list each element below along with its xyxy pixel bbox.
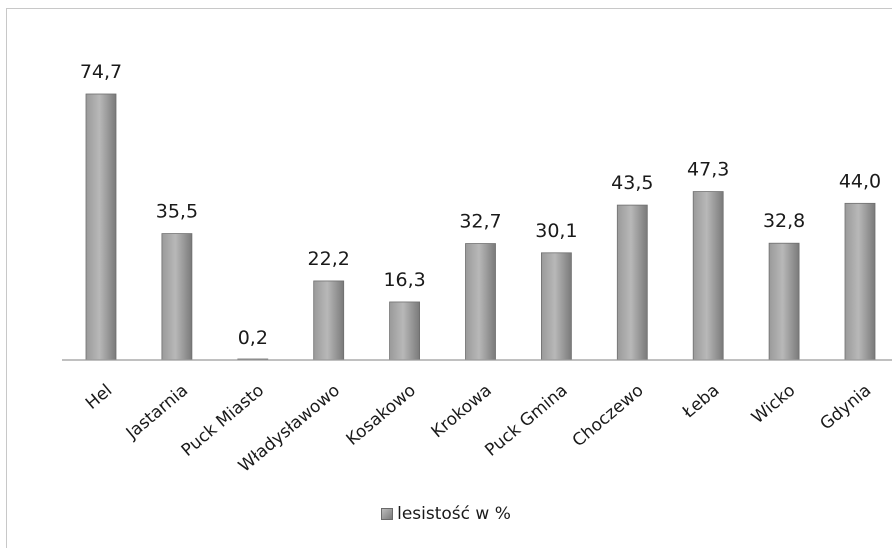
value-label-3: 22,2 — [308, 248, 350, 270]
bar-4 — [389, 301, 421, 361]
bar-8 — [692, 191, 724, 361]
bar-1 — [161, 233, 193, 361]
value-label-7: 43,5 — [611, 172, 653, 194]
value-label-9: 32,8 — [763, 210, 805, 232]
value-label-10: 44,0 — [839, 170, 881, 192]
category-label-10: Gdynia — [816, 381, 875, 435]
category-label-7: Choczewo — [569, 381, 648, 452]
value-label-0: 74,7 — [80, 61, 122, 83]
bar-0 — [85, 93, 117, 361]
bar-3 — [313, 280, 345, 361]
category-label-6: Puck Gmina — [481, 381, 571, 461]
bars-group — [85, 93, 876, 361]
bar-10 — [844, 202, 876, 361]
legend-swatch — [381, 508, 394, 520]
category-label-8: Łeba — [678, 381, 723, 423]
legend: lesistość w % — [0, 504, 892, 524]
value-label-2: 0,2 — [238, 327, 268, 349]
value-label-5: 32,7 — [459, 211, 501, 233]
chart-frame — [6, 8, 892, 548]
category-label-1: Jastarnia — [122, 381, 192, 445]
value-label-1: 35,5 — [156, 201, 198, 223]
category-label-5: Krokowa — [428, 381, 496, 443]
bar-5 — [465, 243, 496, 361]
legend-label: lesistość w % — [397, 504, 511, 524]
category-label-4: Kosakowo — [343, 381, 420, 450]
value-label-8: 47,3 — [687, 159, 729, 181]
category-label-0: Hel — [82, 381, 116, 414]
value-labels-group: 74,7 35,5 0,2 22,2 16,3 32,7 30,1 43,5 47,3 32,8 4… — [80, 61, 881, 349]
value-label-4: 16,3 — [383, 269, 425, 291]
value-label-6: 30,1 — [535, 220, 577, 242]
bar-9 — [768, 242, 800, 361]
category-label-9: Wicko — [748, 381, 799, 429]
bar-6 — [541, 252, 572, 361]
bar-7 — [616, 204, 648, 361]
